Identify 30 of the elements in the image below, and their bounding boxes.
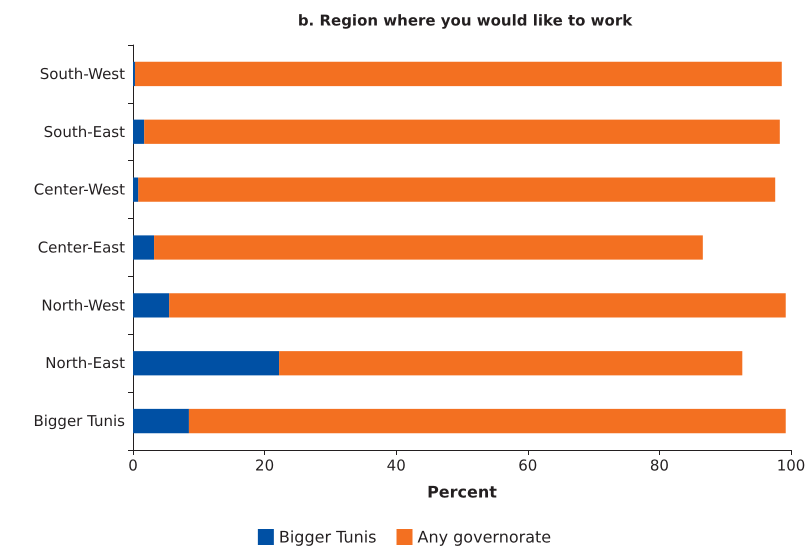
bar: [134, 62, 782, 86]
y-tick-label: North-West: [41, 296, 126, 314]
bar: [133, 120, 144, 144]
legend-label: Any governorate: [418, 528, 552, 546]
x-tick-label: 80: [650, 456, 669, 474]
legend-label: Bigger Tunis: [278, 528, 377, 546]
x-tick-label: 20: [255, 456, 274, 474]
bar: [133, 235, 154, 260]
bar: [188, 408, 786, 434]
y-tick-label: South-West: [40, 64, 126, 83]
bar: [133, 293, 170, 318]
y-tick-label: Center-East: [38, 238, 126, 256]
bar: [144, 120, 780, 144]
y-tick-label: Bigger Tunis: [33, 412, 126, 430]
chart-title: b. Region where you would like to work: [298, 12, 634, 30]
bar: [133, 351, 280, 376]
bar: [133, 408, 189, 434]
bar: [169, 293, 786, 318]
x-axis-title: Percent: [427, 482, 498, 502]
x-tick-label: 100: [776, 456, 806, 474]
x-tick-label: 60: [518, 456, 538, 474]
y-tick-label: South-East: [44, 122, 126, 141]
x-tick-label: 40: [386, 456, 406, 474]
y-tick-label: North-East: [45, 354, 126, 372]
y-tick-label: Center-West: [34, 180, 126, 199]
bar: [279, 351, 742, 376]
bar: [138, 177, 776, 202]
bar: [154, 235, 703, 260]
bar: [133, 177, 138, 202]
x-tick-label: 0: [128, 456, 138, 474]
